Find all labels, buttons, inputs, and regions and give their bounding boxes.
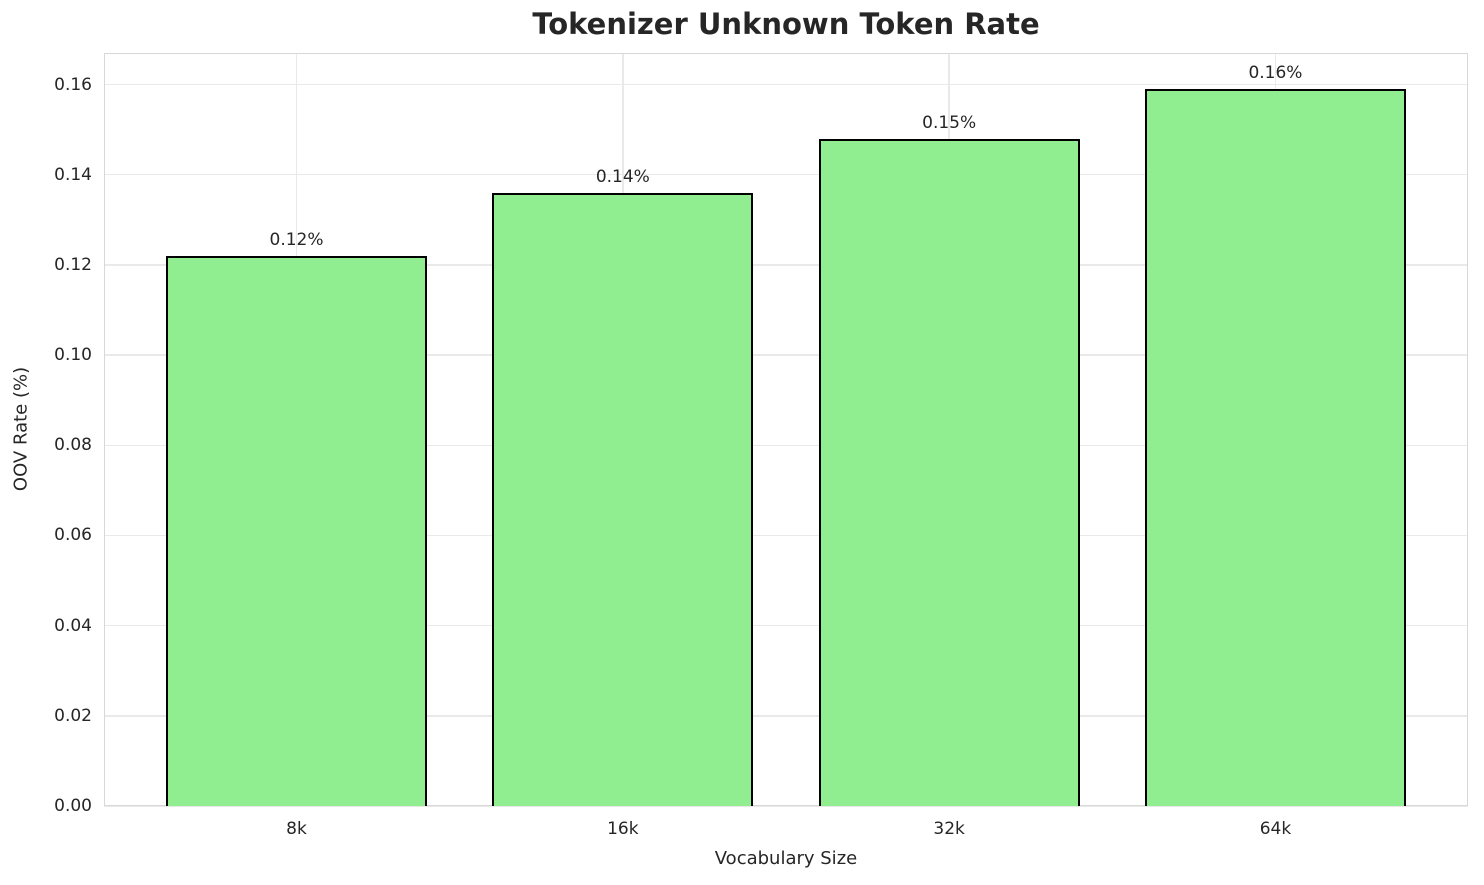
chart-title: Tokenizer Unknown Token Rate: [532, 7, 1040, 41]
y-tick-label: 0.16: [54, 74, 92, 95]
y-gridline: [104, 624, 1468, 627]
bar-value-label: 0.14%: [595, 166, 650, 187]
bar-8k: [166, 255, 428, 806]
y-tick-label: 0.00: [54, 796, 92, 816]
y-gridline: [104, 264, 1468, 266]
y-tick-label: 0.02: [54, 705, 92, 726]
y-tick-label: 0.10: [54, 345, 92, 366]
y-tick-label: 0.12: [54, 254, 92, 275]
y-tick-label: 0.06: [54, 525, 92, 546]
y-gridline: [104, 805, 1468, 807]
y-axis-label: OOV Rate (%): [10, 366, 32, 492]
y-tick-label: 0.08: [54, 435, 92, 456]
y-gridline: [104, 444, 1468, 447]
x-tick-label: 8k: [286, 819, 307, 839]
y-gridline: [104, 83, 1468, 86]
y-gridline: [104, 354, 1468, 356]
bar-value-label: 0.15%: [922, 112, 977, 133]
y-gridline: [104, 534, 1468, 537]
x-tick-label: 64k: [1259, 819, 1292, 839]
bar-32k: [818, 138, 1080, 806]
x-axis-label: Vocabulary Size: [714, 848, 858, 869]
x-tick-label: 32k: [933, 819, 965, 839]
y-tick-label: 0.14: [54, 164, 92, 185]
x-tick-label: 16k: [607, 819, 639, 839]
bar-value-label: 0.16%: [1248, 63, 1303, 84]
y-gridline: [104, 173, 1468, 176]
bar-64k: [1144, 89, 1406, 806]
plot-area: 0.12% 0.14% 0.15% 0.16%: [104, 53, 1468, 807]
y-gridline: [104, 715, 1468, 717]
bar-16k: [492, 192, 754, 806]
bar-value-label: 0.12%: [269, 229, 324, 250]
y-tick-label: 0.04: [54, 615, 92, 636]
